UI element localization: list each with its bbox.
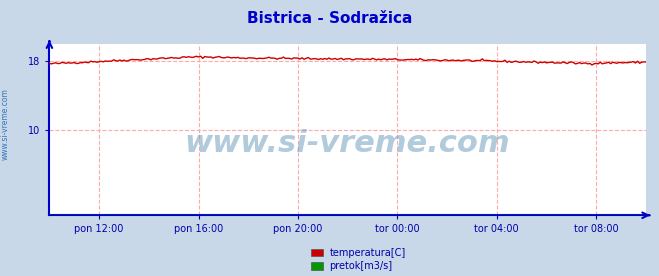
Text: www.si-vreme.com: www.si-vreme.com <box>185 129 511 158</box>
Text: pretok[m3/s]: pretok[m3/s] <box>330 261 393 271</box>
Text: www.si-vreme.com: www.si-vreme.com <box>1 88 10 160</box>
Text: temperatura[C]: temperatura[C] <box>330 248 406 258</box>
Text: Bistrica - Sodražica: Bistrica - Sodražica <box>247 11 412 26</box>
